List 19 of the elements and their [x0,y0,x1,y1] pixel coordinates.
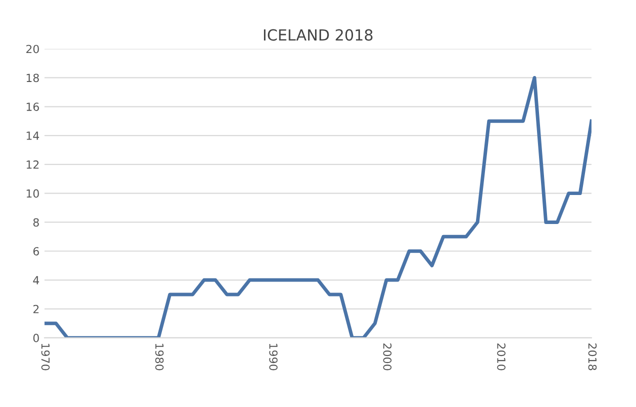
y-tick-label: 2 [33,304,39,314]
y-tick-label: 14 [26,132,40,140]
line-series [44,76,592,338]
y-tick-label: 18 [26,74,39,82]
y-tick-label: 0 [33,334,39,342]
y-tick-label: 4 [33,276,40,284]
x-tick-label: 1970 [41,344,50,370]
y-tick-label: 16 [26,102,39,112]
y-tick-label: 8 [33,218,39,227]
y-tick-label: 12 [26,160,39,169]
y-tick-label: 10 [26,189,39,198]
x-tick-label: 1990 [269,344,278,370]
x-tick-label: 2018 [588,343,597,370]
y-tick-label: 20 [26,44,39,54]
x-tick-label: 2010 [497,343,506,370]
x-tick-label: 2000 [383,343,392,370]
chart-title: ICELAND 2018 [264,29,372,41]
y-tick-label: 6 [33,247,39,256]
x-tick-label: 1980 [155,344,164,370]
